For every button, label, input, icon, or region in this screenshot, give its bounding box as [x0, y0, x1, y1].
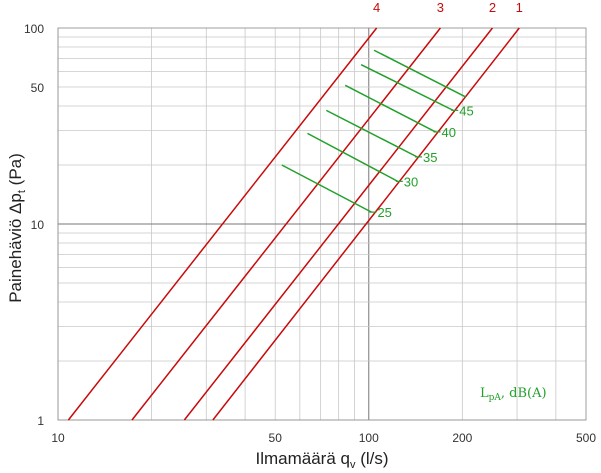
series-line-1 — [212, 27, 520, 421]
y-tick-label: 50 — [31, 81, 45, 95]
series-label-2: 2 — [489, 0, 496, 15]
sound-line — [281, 164, 372, 213]
sound-level-label: 30 — [404, 174, 418, 189]
sound-line — [307, 132, 399, 183]
sound-line — [373, 49, 467, 98]
y-tick-label: 1 — [37, 414, 44, 428]
plot-frame — [57, 27, 587, 421]
sound-line — [344, 84, 436, 133]
y-axis-title: Painehäviö Δpt (Pa) — [6, 153, 28, 303]
y-tick-label: 100 — [24, 22, 44, 36]
series-label-4: 4 — [373, 0, 380, 15]
sound-level-label: 40 — [442, 125, 456, 140]
grid — [57, 28, 586, 421]
series-line-3 — [131, 27, 441, 421]
sound-level-legend: LpA, dB(A) — [480, 386, 547, 403]
x-axis-title: Ilmamäärä qv (l/s) — [255, 449, 388, 471]
x-tick-label: 100 — [359, 431, 379, 445]
series-label-3: 3 — [437, 0, 444, 15]
x-tick-label: 500 — [576, 431, 596, 445]
sound-line — [325, 109, 418, 158]
sound-level-label: 25 — [377, 205, 391, 220]
y-tick-label: 10 — [31, 218, 45, 232]
x-tick-label: 50 — [269, 431, 283, 445]
tick-labels: 10 50 100 200 500 1 10 50 100 — [24, 22, 596, 445]
series-line-4 — [67, 27, 378, 421]
sound-level-label: 45 — [459, 103, 473, 118]
sound-line — [360, 63, 454, 112]
x-tick-label: 10 — [51, 431, 65, 445]
series-lines: 4 3 2 1 — [67, 0, 523, 421]
sound-level-label: 35 — [423, 150, 437, 165]
series-line-2 — [183, 27, 494, 421]
x-tick-label: 200 — [452, 431, 472, 445]
series-label-1: 1 — [516, 0, 523, 15]
